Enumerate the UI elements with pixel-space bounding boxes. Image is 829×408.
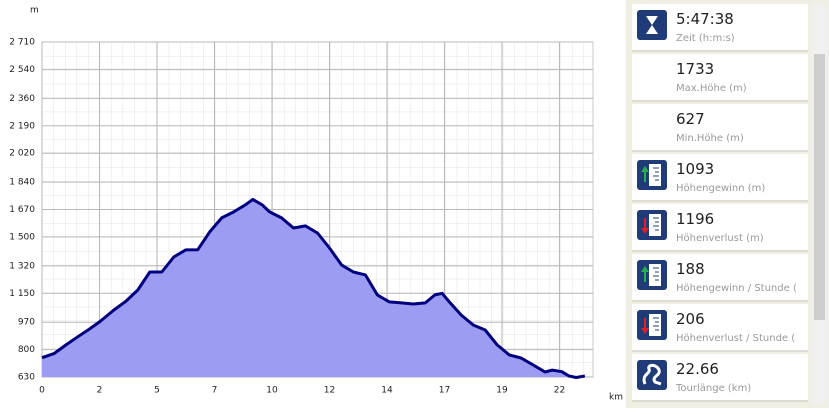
- stat-value: 206: [676, 310, 705, 328]
- y-tick-label: 2 360: [9, 94, 35, 104]
- stat-value: 1196: [676, 210, 715, 228]
- x-tick-label: 7: [212, 386, 218, 396]
- stat-item[interactable]: 1733 Max.Höhe (m): [632, 54, 808, 102]
- stat-value: 5:47:38: [676, 10, 734, 28]
- x-tick-label: 2: [97, 386, 103, 396]
- x-tick-label: 12: [324, 386, 335, 396]
- stat-label: Zeit (h:m:s): [676, 33, 735, 44]
- x-tick-label: 22: [554, 386, 565, 396]
- stat-label: Min.Höhe (m): [676, 133, 744, 144]
- y-tick-label: 2 540: [9, 65, 35, 75]
- chart: m km 630 800 970 1 150 1 320 1 500 1 670 1 840 2…: [0, 0, 626, 408]
- icon-time: [637, 10, 667, 40]
- stat-item[interactable]: 1196 Höhenverlust (m): [632, 204, 808, 252]
- y-tick-label: 2 020: [9, 149, 35, 159]
- stat-item[interactable]: 188 Höhengewinn / Stunde (: [632, 254, 808, 302]
- scrollbar-thumb[interactable]: [814, 54, 825, 320]
- stat-item[interactable]: 206 Höhenverlust / Stunde (: [632, 304, 808, 352]
- stat-item[interactable]: 627 Min.Höhe (m): [632, 104, 808, 152]
- stat-value: 1733: [676, 60, 715, 78]
- line: [41, 197, 586, 379]
- stat-item[interactable]: 22.66 Tourlänge (km): [632, 354, 808, 402]
- stats-panel: 5:47:38 Zeit (h:m:s) 1733 Max.Höhe (m) 6…: [632, 4, 810, 404]
- stat-label: Höhengewinn / Stunde (: [676, 283, 797, 294]
- y-tick-label: 2 710: [9, 38, 35, 48]
- icon-loss-rate: [637, 310, 667, 340]
- icon-gain-rate: [637, 260, 667, 290]
- icon-loss: [637, 210, 667, 240]
- stat-item[interactable]: 5:47:38 Zeit (h:m:s): [632, 4, 808, 52]
- y-tick-label: 1 150: [9, 289, 35, 299]
- area: [42, 199, 585, 378]
- y-tick-label: 1 670: [9, 205, 35, 215]
- x-tick-label: 10: [266, 386, 278, 396]
- y-tick-label: 1 840: [9, 178, 35, 188]
- y-tick-label: 970: [18, 318, 35, 328]
- stat-label: Max.Höhe (m): [676, 83, 747, 94]
- x-tick-label: 5: [154, 386, 160, 396]
- y-tick-label: 1 320: [9, 261, 35, 271]
- x-tick-label: 19: [496, 386, 508, 396]
- x-axis-label: km: [609, 393, 623, 403]
- y-tick-label: 2 190: [9, 121, 35, 131]
- y-axis-label: m: [30, 6, 39, 16]
- stat-label: Tourlänge (km): [676, 383, 752, 394]
- stat-value: 1093: [676, 160, 715, 178]
- stat-label: Höhengewinn (m): [676, 183, 766, 194]
- stat-value: 188: [676, 260, 705, 278]
- y-tick-label: 1 500: [9, 232, 35, 242]
- y-tick-label: 630: [18, 373, 35, 383]
- stat-label: Höhenverlust (m): [676, 233, 764, 244]
- x-tick-label: 14: [381, 386, 393, 396]
- stat-value: 22.66: [676, 360, 719, 378]
- stat-label: Höhenverlust / Stunde (: [676, 333, 796, 344]
- x-tick-label: 0: [39, 386, 45, 396]
- x-tick-label: 17: [439, 386, 450, 396]
- stat-value: 627: [676, 110, 705, 128]
- stat-item[interactable]: 1093 Höhengewinn (m): [632, 154, 808, 202]
- icon-gain: [637, 160, 667, 190]
- scrollbar[interactable]: [812, 4, 827, 404]
- icon-length: [637, 360, 667, 390]
- y-tick-label: 800: [18, 345, 35, 355]
